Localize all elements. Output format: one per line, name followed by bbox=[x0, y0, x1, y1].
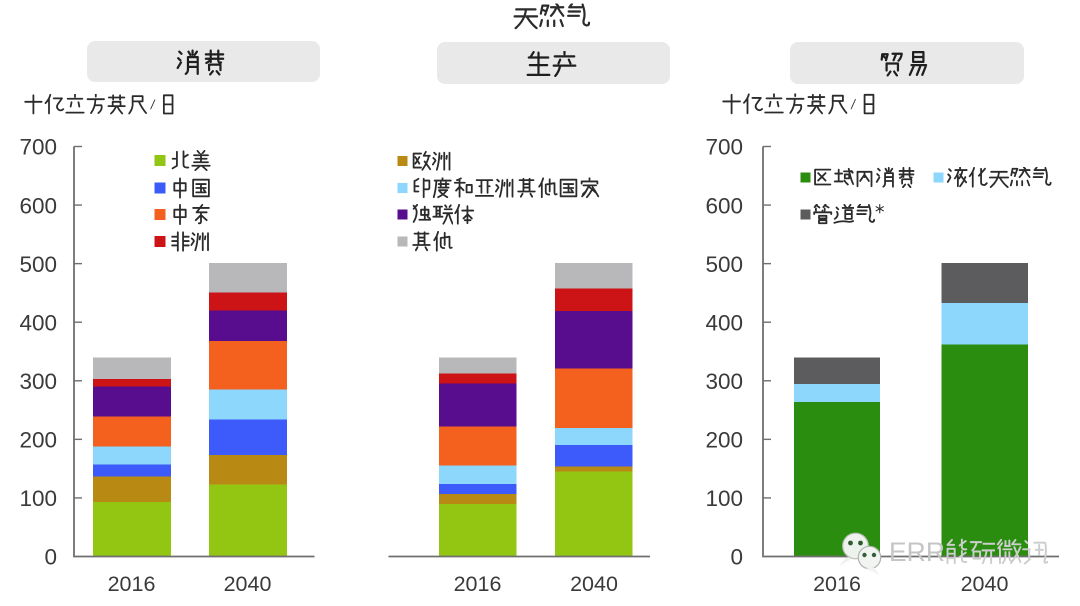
svg-text:0: 0 bbox=[44, 545, 57, 570]
svg-text:500: 500 bbox=[705, 252, 743, 277]
svg-text:2040: 2040 bbox=[961, 572, 1009, 596]
svg-text:2016: 2016 bbox=[454, 572, 502, 596]
svg-text:700: 700 bbox=[705, 135, 743, 160]
svg-text:600: 600 bbox=[19, 193, 57, 218]
svg-text:2040: 2040 bbox=[570, 572, 618, 596]
svg-text:ERR: ERR bbox=[889, 537, 945, 567]
svg-text:300: 300 bbox=[19, 369, 57, 394]
svg-text:0: 0 bbox=[730, 545, 743, 570]
svg-text:400: 400 bbox=[705, 310, 743, 335]
svg-text:600: 600 bbox=[705, 193, 743, 218]
svg-text:200: 200 bbox=[705, 428, 743, 453]
svg-text:100: 100 bbox=[705, 486, 743, 511]
svg-text:2016: 2016 bbox=[813, 572, 861, 596]
svg-text:400: 400 bbox=[19, 310, 57, 335]
svg-text:700: 700 bbox=[19, 135, 57, 160]
svg-text:300: 300 bbox=[705, 369, 743, 394]
svg-text:200: 200 bbox=[19, 428, 57, 453]
svg-text:500: 500 bbox=[19, 252, 57, 277]
svg-text:100: 100 bbox=[19, 486, 57, 511]
svg-text:2040: 2040 bbox=[224, 572, 272, 596]
svg-text:2016: 2016 bbox=[108, 572, 156, 596]
